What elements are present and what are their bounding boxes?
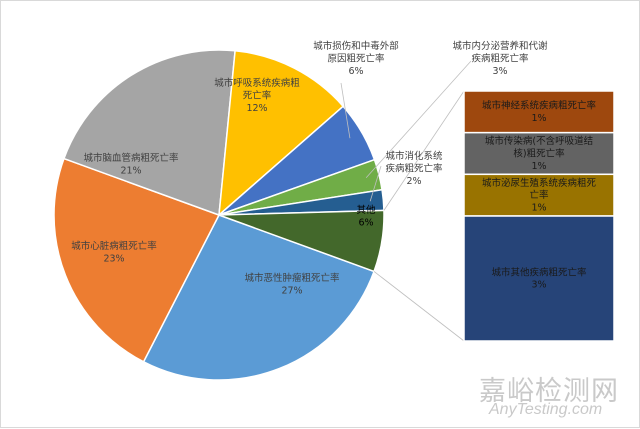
breakdown-segment-1 bbox=[463, 90, 615, 134]
slice-2 bbox=[53, 157, 221, 363]
slice-1-value-label: 27% bbox=[281, 285, 302, 296]
slice-7-value-label: 2% bbox=[406, 176, 421, 187]
connector-line-top bbox=[383, 90, 465, 211]
breakdown-segment-2-value-label: 1% bbox=[531, 161, 546, 172]
watermark-cn: 嘉峪检测网 bbox=[479, 376, 619, 407]
connector-line-bottom bbox=[373, 271, 465, 342]
slice-6-label: 城市内分泌营养和代谢疾病粗死亡率 bbox=[452, 40, 548, 64]
leader-line-6 bbox=[365, 60, 472, 179]
slice-3-label: 城市脑血管病粗死亡率 bbox=[83, 152, 179, 164]
breakdown-segment-2 bbox=[463, 131, 615, 176]
slice-5-label: 城市损伤和中毒外部原因粗死亡率 bbox=[313, 40, 399, 64]
slice-8 bbox=[218, 209, 385, 273]
slice-1 bbox=[142, 214, 376, 381]
breakdown-segment-3-value-label: 1% bbox=[531, 203, 546, 214]
breakdown-segment-3-label: 城市泌尿生殖系统疾病粗死亡率 bbox=[482, 177, 597, 201]
leader-line-7 bbox=[369, 165, 382, 202]
watermark-en: AnyTesting.com bbox=[489, 401, 603, 418]
slice-2-label: 城市心脏病粗死亡率 bbox=[71, 240, 157, 252]
leader-line-5 bbox=[340, 82, 351, 139]
slice-6-value-label: 3% bbox=[492, 66, 507, 77]
slice-3 bbox=[62, 49, 236, 217]
slice-4-value-label: 12% bbox=[246, 103, 267, 114]
slice-5-value-label: 6% bbox=[348, 66, 363, 77]
slice-4-label: 城市呼吸系统疾病粗死亡率 bbox=[214, 77, 300, 101]
slice-3-value-label: 21% bbox=[120, 165, 141, 176]
breakdown-segment-3 bbox=[463, 173, 615, 217]
breakdown-segment-4 bbox=[463, 215, 615, 342]
breakdown-segment-4-label: 城市其他疾病粗死亡率 bbox=[491, 266, 587, 278]
slice-2-value-label: 23% bbox=[103, 253, 124, 264]
breakdown-segment-1-label: 城市神经系统疾病粗死亡率 bbox=[482, 100, 597, 112]
slice-8-label: 其他 bbox=[356, 204, 376, 216]
breakdown-segment-1-value-label: 1% bbox=[531, 113, 546, 124]
breakdown-segment-2-label: 城市传染病(不含呼吸道结核)粗死亡率 bbox=[485, 135, 593, 159]
slice-7-label: 城市消化系统疾病粗死亡率 bbox=[385, 150, 443, 174]
slice-4 bbox=[218, 49, 345, 217]
slice-8-value-label: 6% bbox=[358, 217, 373, 228]
slice-1-label: 城市恶性肿瘤粗死亡率 bbox=[244, 272, 340, 284]
breakdown-segment-4-value-label: 3% bbox=[531, 280, 546, 291]
